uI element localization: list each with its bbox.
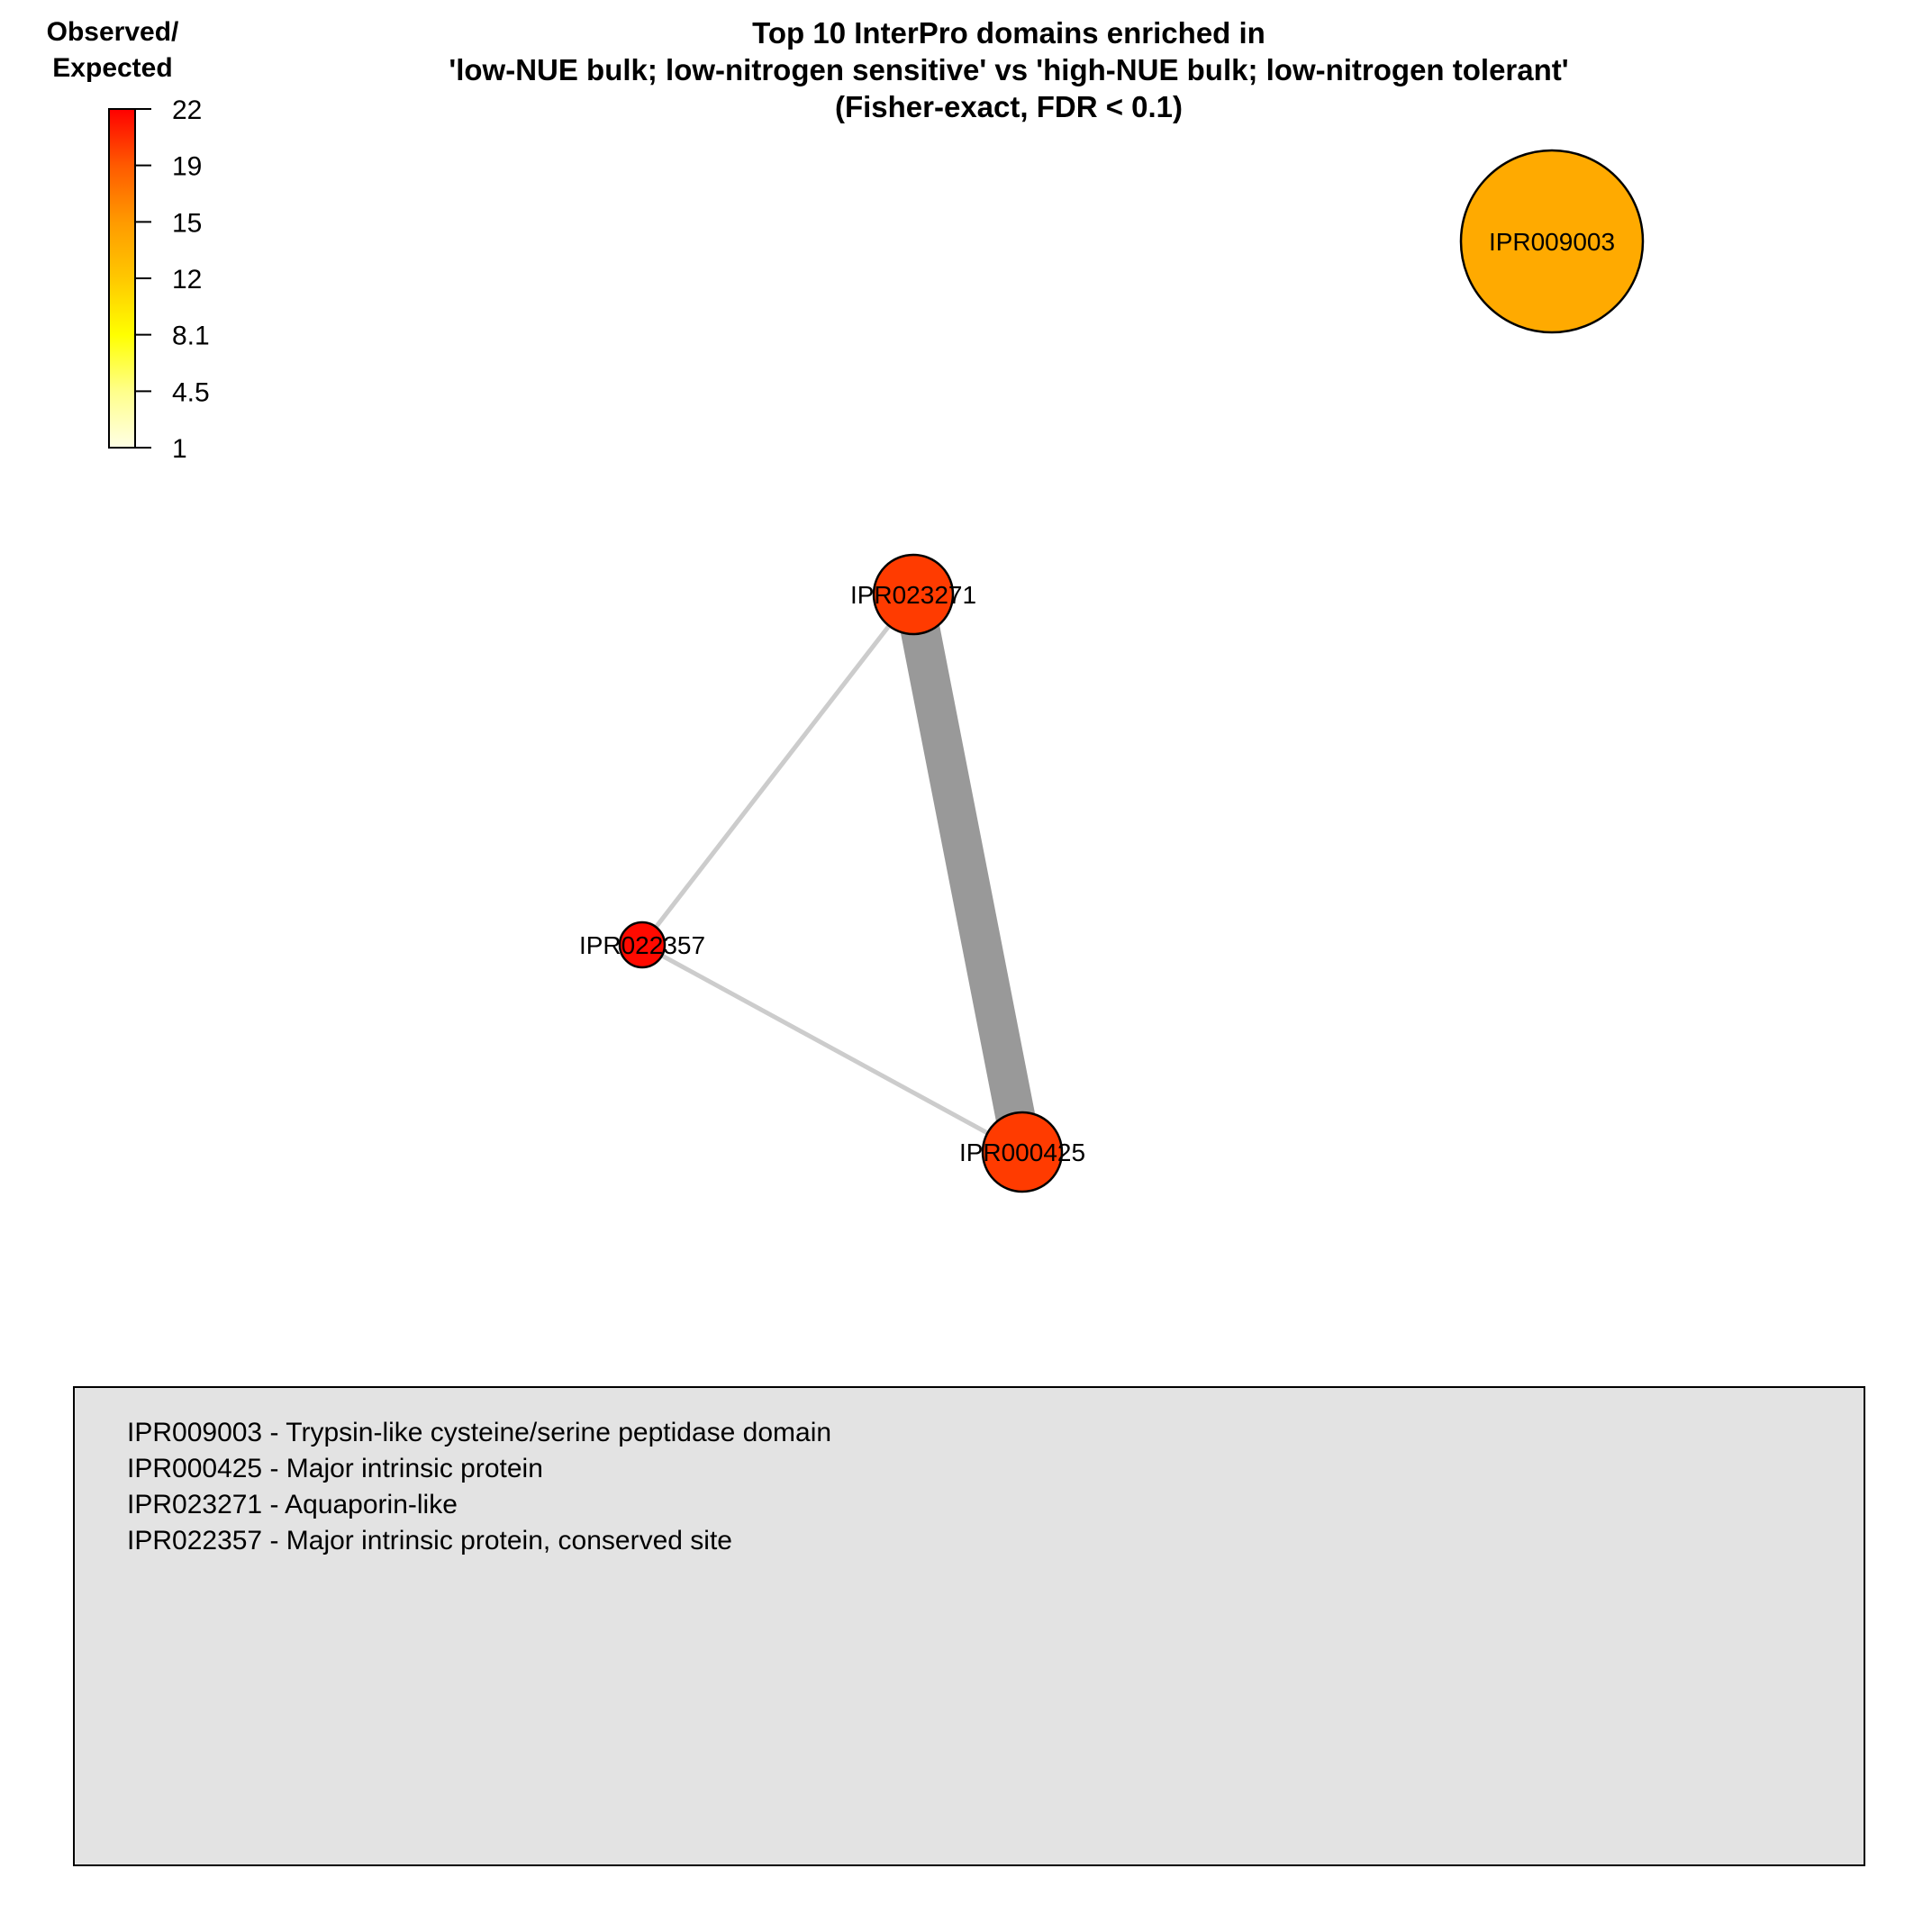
edges <box>640 590 1042 1156</box>
chart-title: Top 10 InterPro domains enriched in 'low… <box>270 14 1747 125</box>
node-label-IPR000425: IPR000425 <box>959 1138 1085 1166</box>
color-scale-tick-label: 8.1 <box>172 322 210 351</box>
node-label-IPR009003: IPR009003 <box>1489 228 1615 256</box>
color-scale-title: Observed/ Expected <box>36 14 189 86</box>
color-scale-title-line-2: Expected <box>52 53 173 83</box>
node-IPR022357 <box>618 921 667 969</box>
legend-item: IPR022357 - Major intrinsic protein, con… <box>127 1526 732 1556</box>
title-line-2: 'low-NUE bulk; low-nitrogen sensitive' v… <box>449 53 1569 86</box>
color-scale-gradient <box>108 108 136 449</box>
edge-IPR023271-IPR000425 <box>893 590 1042 1156</box>
node-label-IPR023271: IPR023271 <box>850 581 976 609</box>
domain-legend: IPR009003 - Trypsin-like cysteine/serine… <box>73 1386 1865 1866</box>
nodes: IPR009003 IPR023271 IPR022357 IPR000425 <box>579 149 1645 1193</box>
title-line-3: (Fisher-exact, FDR < 0.1) <box>834 90 1184 123</box>
edge-IPR023271-IPR022357 <box>640 593 915 947</box>
node-IPR023271 <box>872 553 955 636</box>
title-line-1: Top 10 InterPro domains enriched in <box>752 16 1265 50</box>
color-scale-tick-label: 4.5 <box>172 377 210 407</box>
color-scale-tick-label: 22 <box>172 95 202 125</box>
color-scale-title-line-1: Observed/ <box>46 17 179 47</box>
node-IPR000425 <box>981 1111 1064 1193</box>
legend-item: IPR023271 - Aquaporin-like <box>127 1490 458 1519</box>
node-IPR009003 <box>1459 149 1645 334</box>
color-scale-tick-label: 15 <box>172 208 202 238</box>
color-scale-tick-label: 19 <box>172 152 202 182</box>
color-scale-tick-label: 12 <box>172 265 202 295</box>
color-scale-bar: 22 19 15 12 8.1 4.5 1 <box>108 95 210 464</box>
legend-item: IPR009003 - Trypsin-like cysteine/serine… <box>127 1418 832 1447</box>
color-scale-tick-label: 1 <box>172 434 187 464</box>
edge-IPR022357-IPR000425 <box>640 942 1024 1155</box>
node-label-IPR022357: IPR022357 <box>579 931 705 959</box>
legend-item: IPR000425 - Major intrinsic protein <box>127 1454 543 1483</box>
